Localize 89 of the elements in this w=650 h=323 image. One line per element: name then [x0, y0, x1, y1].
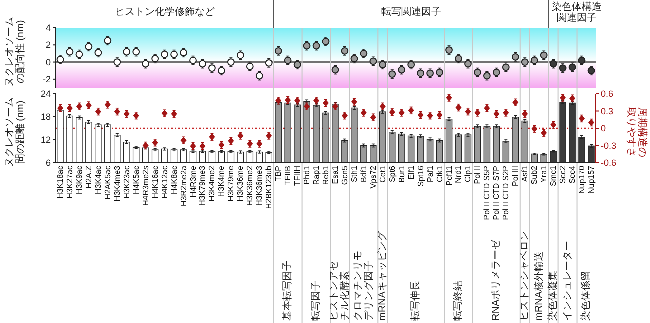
x-tick-label: Scc2: [558, 165, 568, 184]
y-tick-label: 2: [46, 40, 51, 50]
x-tick-label: Nup170: [578, 165, 587, 194]
x-tick-label: Ctk1: [435, 165, 444, 182]
x-tick-label: H2A.Z: [84, 166, 94, 189]
x-tick-label: H3K4me3: [112, 165, 122, 202]
x-tick-label: Pol II CTD S2P: [502, 166, 511, 220]
text: ヒストンアセチル化酵素: [329, 261, 352, 321]
y-tick-label: 12: [40, 135, 51, 145]
x-tick-label: Bdf1: [359, 165, 368, 182]
x-tick-label: TFIIH: [293, 166, 302, 186]
y-tick-label: 6: [46, 158, 51, 168]
x-tick-label: Esa1: [330, 165, 340, 184]
x-tick-label: H3K27ac: [65, 166, 74, 199]
x-tick-label: Spt16: [416, 165, 426, 187]
x-tick-label: Phd1: [302, 165, 312, 185]
text: 染色体凝集: [547, 271, 560, 321]
x-tick-label: H3K36me2: [246, 165, 255, 206]
x-tick-label: H4R3me2s: [141, 166, 150, 206]
y-tick-label: 4: [46, 23, 51, 33]
x-tick-label: H3R2me2a: [179, 165, 188, 206]
x-tick-label: Paf1: [426, 165, 435, 182]
x-tick-label: TBP: [274, 166, 284, 182]
x-tick-label: Pol II CTD S5P: [482, 166, 492, 220]
x-tick-label: H3K36me: [236, 165, 246, 202]
y-tick-label: 18: [40, 112, 51, 122]
text: クロマチンリモデリング因子: [352, 251, 375, 321]
x-tick-label: Elf1: [406, 165, 416, 180]
x-tick-label: Asf1: [520, 165, 530, 182]
y2-tick-label: -0.3: [601, 140, 617, 151]
x-tick-label: H3K4me2: [208, 165, 217, 202]
x-tick-label: H3K36me3: [255, 165, 264, 206]
x-tick-label: Vps72: [368, 165, 378, 189]
x-tick-label: H2AK5ac: [103, 166, 112, 200]
x-tick-label: H4K12ac: [160, 166, 170, 199]
x-tick-label: H3K4me: [217, 165, 226, 198]
y-tick-label: 24: [40, 89, 51, 99]
x-tick-label: H3K18ac: [56, 166, 66, 199]
text: 基本転写因子: [282, 261, 294, 321]
x-tick-label: Gcn5: [340, 165, 350, 186]
x-tick-label: H3K9ac: [74, 166, 84, 194]
x-tick-label: H4R3me: [188, 165, 198, 198]
x-tick-label: Cet1: [378, 165, 388, 183]
x-tick-label: TFIIB: [284, 166, 293, 186]
text: 転写終結: [452, 281, 464, 321]
x-tick-label: Pol II: [473, 166, 482, 184]
x-tick-label: H3K4ac: [94, 166, 103, 194]
y2-tick-label: 0: [601, 124, 606, 134]
text: 染色体構造関連因子: [552, 1, 602, 24]
x-tick-label: H4K8ac: [170, 166, 179, 194]
x-tick-label: Pol III: [511, 166, 520, 186]
x-tick-label: H4K16ac: [150, 166, 160, 199]
text: 転写伸長: [410, 281, 422, 321]
x-tick-label: H4K5ac: [132, 166, 141, 194]
y-tick-label: -2: [42, 74, 51, 84]
y-tick-label: 0: [46, 57, 51, 68]
x-tick-label: Clp1: [464, 165, 473, 182]
text: RNAポリメラーゼ: [491, 238, 502, 321]
y-axis-title: ヌクレオソーム間の距離 (nm): [4, 98, 26, 168]
x-tick-label: Scc4: [568, 165, 578, 184]
x-tick-label: Yra1: [540, 165, 549, 183]
text: 転写因子: [311, 281, 322, 321]
y2-tick-label: 0.6: [601, 89, 614, 99]
text: 転写関連因子: [381, 6, 442, 18]
x-tick-label: H3K79me: [226, 165, 236, 202]
x-tick-label: Pcf11: [444, 165, 454, 186]
x-tick-label: Rap1: [312, 165, 322, 186]
y2-axis-title: 周期構造の取りやすさ: [626, 108, 648, 158]
x-tick-label: Smc1: [549, 165, 558, 186]
x-tick-label: Spt6: [388, 165, 397, 182]
text: mRNAキャッピング: [377, 230, 388, 321]
y-axis-title: ヌクレオソームの配向性 (nm): [4, 17, 26, 87]
y2-tick-label: 0.3: [601, 106, 614, 116]
text: mRNA核外輸送: [532, 252, 545, 321]
x-tick-label: Pol II CTD S7P: [492, 166, 502, 220]
text: ヒストンシャペロン: [520, 231, 531, 321]
x-tick-label: Bur1: [397, 165, 406, 183]
x-tick-label: Nrd1: [454, 165, 464, 184]
text: ヒストン化学修飾など: [114, 6, 215, 18]
x-tick-label: Nup157: [586, 165, 596, 194]
text: 染色体係留: [580, 271, 592, 321]
x-tick-label: Sth1: [350, 165, 359, 182]
x-tick-label: H2BK123ub: [264, 165, 274, 210]
y2-tick-label: -0.6: [601, 158, 617, 168]
text: インシュレーター: [562, 241, 574, 321]
x-tick-label: H3K23ac: [122, 166, 132, 199]
x-tick-label: Sub2: [530, 165, 540, 185]
x-tick-label: Reb1: [322, 165, 330, 186]
x-tick-label: H3K79me3: [198, 165, 208, 206]
